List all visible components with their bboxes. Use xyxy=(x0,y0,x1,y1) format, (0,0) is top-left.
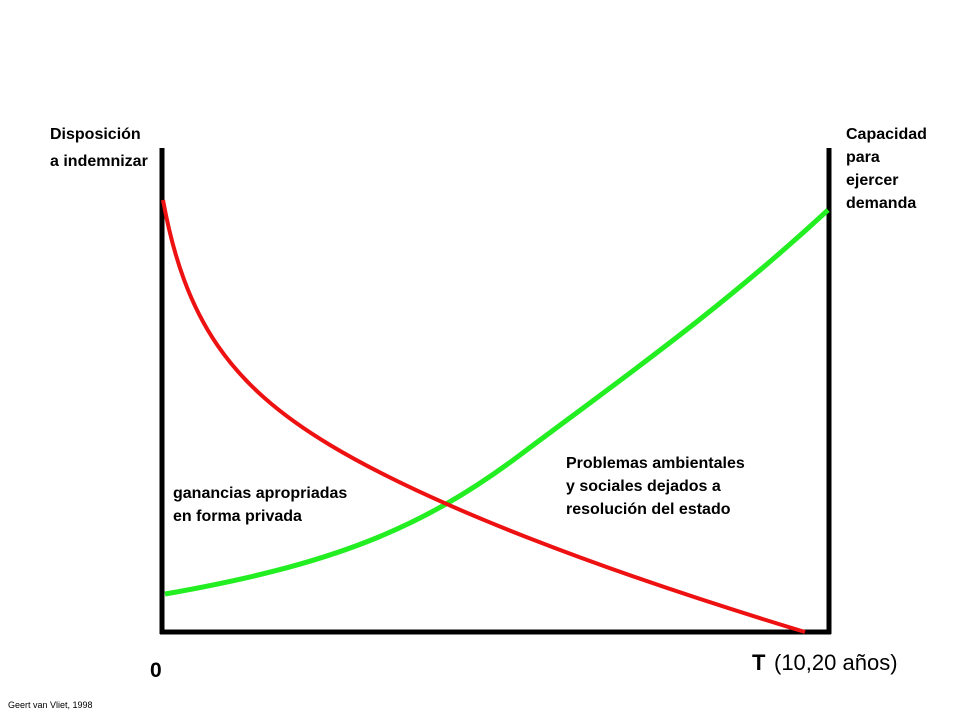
time-label: (10,20 años) xyxy=(774,650,898,675)
right-axis-label: demanda xyxy=(846,195,916,212)
capacity-curve xyxy=(164,208,830,597)
left-axis-label: Disposición xyxy=(50,126,141,143)
right-axis-label: Capacidad xyxy=(846,126,927,143)
origin-label: 0 xyxy=(150,659,162,682)
right-axis-label: ejercer xyxy=(846,172,899,189)
willingness-curve xyxy=(161,199,806,634)
right-axis-label: para xyxy=(846,149,880,166)
annotation: y sociales dejados a xyxy=(566,478,721,495)
credit: Geert van Vliet, 1998 xyxy=(8,700,93,710)
time-symbol: T xyxy=(752,650,766,675)
annotation: resolución del estado xyxy=(566,501,731,518)
annotation: en forma privada xyxy=(173,508,302,525)
annotation: ganancias apropriadas xyxy=(173,485,347,502)
annotation: Problemas ambientales xyxy=(566,455,745,472)
left-axis-label: a indemnizar xyxy=(50,153,148,170)
